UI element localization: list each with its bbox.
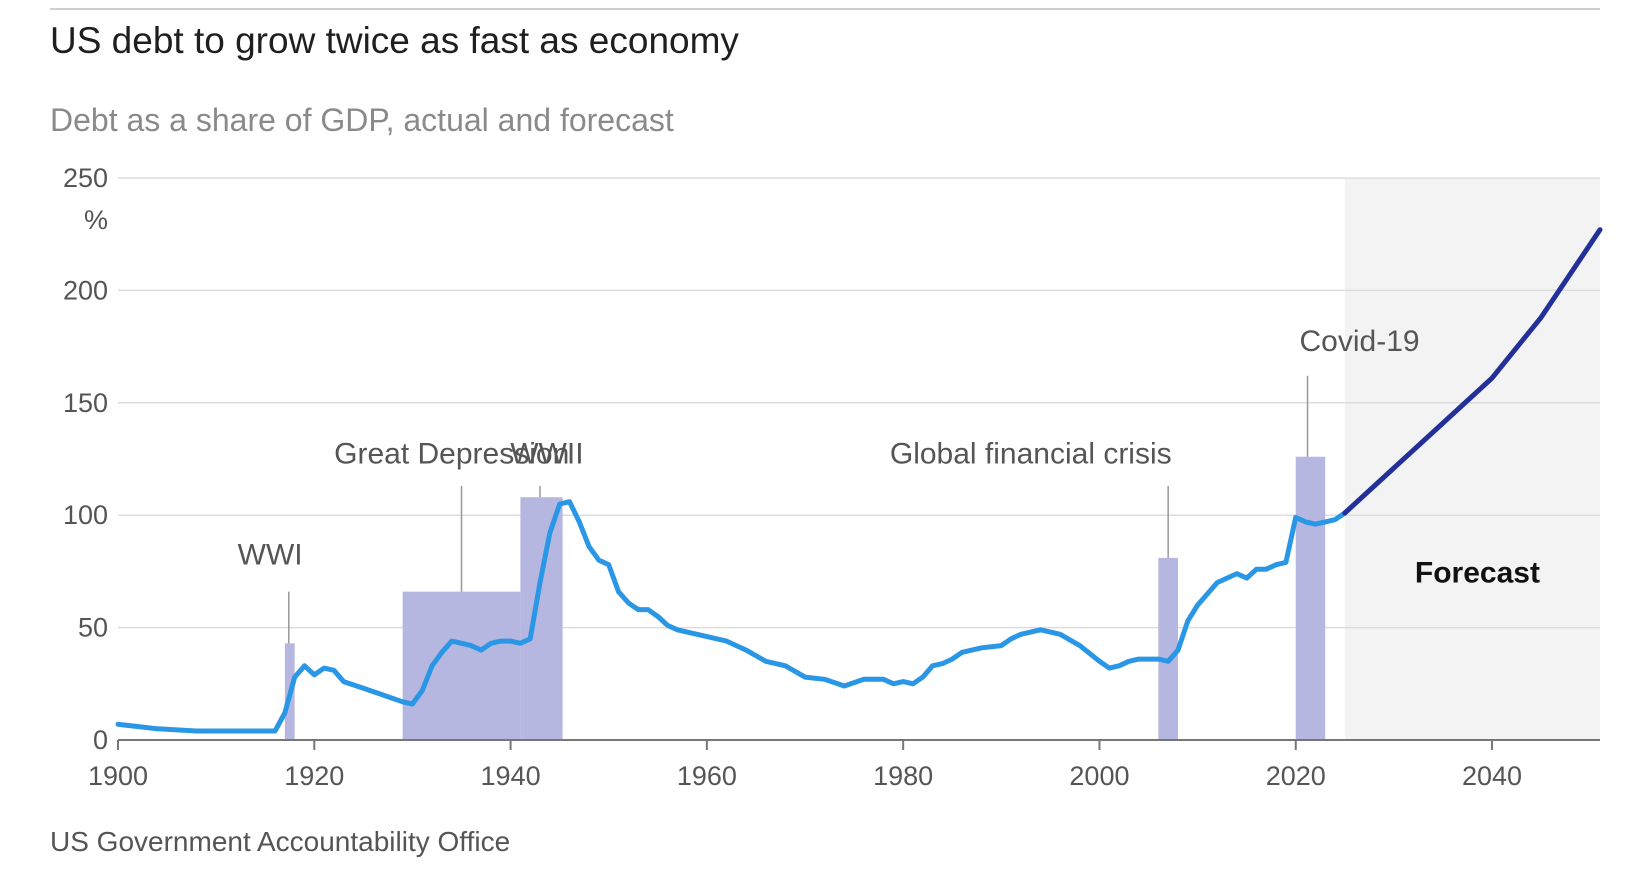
x-tick-label-2020: 2020	[1266, 761, 1326, 791]
forecast-region	[1344, 178, 1600, 740]
event-bars-layer	[284, 456, 1326, 740]
y-tick-label-100: 100	[63, 500, 108, 530]
event-bar-3	[1158, 557, 1178, 740]
y-unit-label: %	[84, 205, 108, 235]
x-tick-label-1900: 1900	[88, 761, 148, 791]
x-tick-label-1960: 1960	[677, 761, 737, 791]
annotation-label-4: Covid-19	[1300, 325, 1420, 358]
annotation-label-0: WWI	[238, 539, 303, 572]
y-tick-label-150: 150	[63, 388, 108, 418]
annotation-label-1: Great Depression	[334, 437, 569, 470]
forecast-label: Forecast	[1415, 557, 1540, 590]
y-tick-label-250: 250	[63, 163, 108, 193]
top-rule	[50, 8, 1600, 10]
axis-layer: 0 50 100 150 200 250% 1900 1920 1940 1960 1980 2000…	[63, 163, 1600, 791]
x-tick-label-1980: 1980	[873, 761, 933, 791]
background-layer	[1344, 178, 1600, 740]
grid-layer	[118, 177, 1600, 629]
x-tick-label-1920: 1920	[284, 761, 344, 791]
y-tick-label-200: 200	[63, 275, 108, 305]
x-tick-label-1940: 1940	[481, 761, 541, 791]
chart-title: US debt to grow twice as fast as economy	[50, 20, 739, 61]
lines-layer	[115, 227, 1603, 734]
y-tick-label-0: 0	[93, 725, 108, 755]
source-note: US Government Accountability Office	[50, 826, 511, 857]
event-bar-4	[1295, 456, 1326, 740]
forecast-line	[1342, 227, 1603, 516]
x-tick-label-2000: 2000	[1069, 761, 1129, 791]
event-bar-2	[520, 497, 563, 740]
annotation-label-3: Global financial crisis	[890, 437, 1172, 470]
annotation-label-2: WWII	[510, 437, 583, 470]
chart-subtitle: Debt as a share of GDP, actual and forec…	[50, 102, 674, 138]
x-tick-label-2040: 2040	[1462, 761, 1522, 791]
y-tick-label-50: 50	[78, 613, 108, 643]
event-bar-1	[402, 591, 521, 740]
actual-line	[115, 499, 1348, 734]
